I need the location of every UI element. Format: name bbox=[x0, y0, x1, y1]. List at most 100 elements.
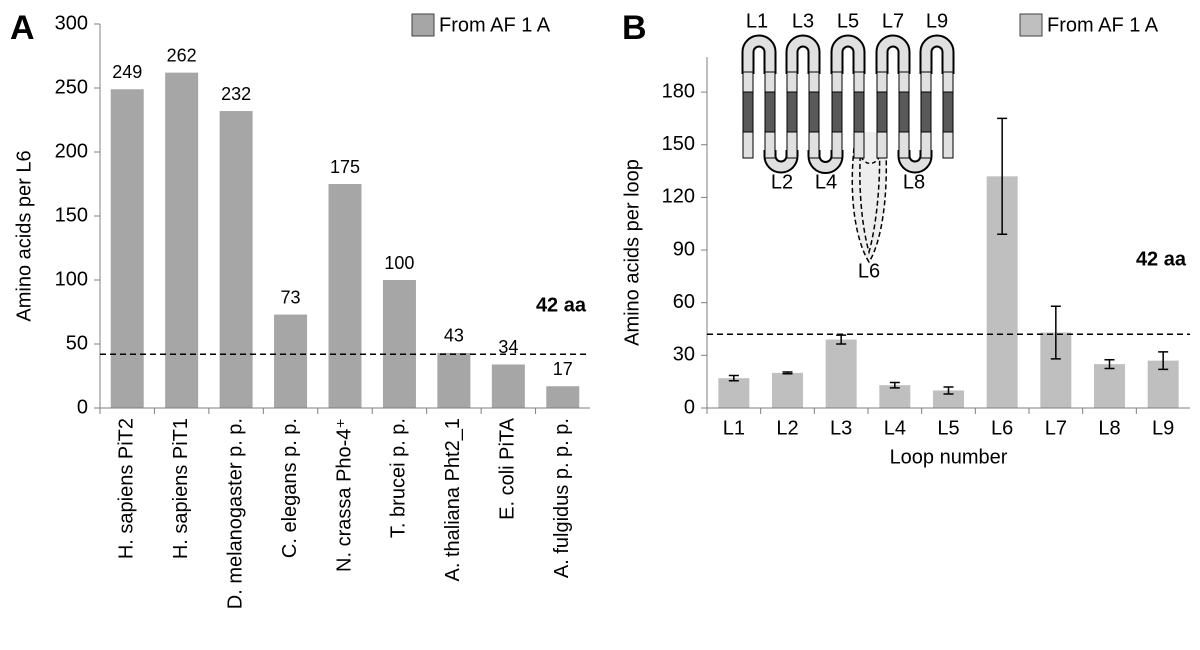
loop-label: L4 bbox=[815, 171, 837, 193]
data-label: 232 bbox=[221, 84, 251, 104]
x-tick-label: L5 bbox=[937, 417, 959, 439]
helix-bottom bbox=[764, 131, 776, 159]
helix-top bbox=[920, 71, 932, 93]
bar bbox=[772, 372, 803, 408]
x-tick-label: N. crassa Pho-4⁺ bbox=[333, 418, 355, 572]
helix-core bbox=[831, 91, 843, 133]
reference-label: 42 aa bbox=[536, 295, 587, 317]
data-label: 34 bbox=[498, 337, 518, 357]
helix-core bbox=[808, 91, 820, 133]
helix-core bbox=[764, 91, 776, 133]
helix-bottom bbox=[742, 131, 754, 159]
loop-label: L3 bbox=[792, 10, 814, 32]
bar bbox=[328, 184, 362, 408]
x-tick-label: E. coli PiTA bbox=[497, 417, 519, 520]
x-tick-label: A. thaliana Pht2_1 bbox=[442, 418, 464, 581]
helix-top bbox=[742, 71, 754, 93]
y-tick-label: 250 bbox=[55, 76, 88, 98]
helix-core bbox=[920, 91, 932, 133]
data-label: 175 bbox=[330, 157, 360, 177]
error-bar bbox=[1050, 305, 1061, 360]
helix-bottom bbox=[853, 131, 865, 159]
x-tick-label: D. melanogaster p. p. bbox=[224, 418, 246, 609]
bar bbox=[165, 72, 199, 408]
legend-swatch bbox=[1019, 13, 1043, 37]
bar bbox=[437, 352, 471, 408]
bar bbox=[1094, 364, 1125, 408]
x-tick-label: C. elegans p. p. bbox=[279, 418, 301, 558]
loop-label: L5 bbox=[837, 10, 859, 32]
y-tick-label: 50 bbox=[66, 332, 88, 354]
error-bar bbox=[1104, 358, 1115, 370]
y-tick-label: 180 bbox=[662, 80, 695, 102]
x-tick-label: L2 bbox=[776, 417, 798, 439]
y-tick-label: 120 bbox=[662, 186, 695, 208]
x-tick-label: L9 bbox=[1152, 417, 1174, 439]
y-tick-label: 90 bbox=[673, 238, 695, 260]
helix-bottom bbox=[831, 131, 843, 159]
error-bar bbox=[943, 386, 954, 395]
helix-core bbox=[853, 91, 865, 133]
y-tick-label: 150 bbox=[55, 204, 88, 226]
bar bbox=[933, 390, 964, 408]
x-tick-label: L1 bbox=[723, 417, 745, 439]
bar bbox=[274, 314, 308, 408]
data-label: 17 bbox=[553, 359, 573, 379]
helix-top bbox=[808, 71, 820, 93]
data-label: 43 bbox=[444, 326, 464, 346]
error-bar bbox=[782, 371, 793, 375]
helix-core bbox=[742, 91, 754, 133]
bar bbox=[879, 385, 911, 408]
helix-core bbox=[876, 91, 888, 133]
error-bar bbox=[728, 374, 739, 382]
helix-top bbox=[764, 71, 776, 93]
x-tick-label: L7 bbox=[1045, 417, 1067, 439]
bar bbox=[382, 280, 416, 408]
y-tick-label: 200 bbox=[55, 140, 88, 162]
loop bbox=[743, 36, 775, 74]
y-tick-label: 0 bbox=[77, 396, 88, 418]
y-axis-title: Amino acids per loop bbox=[621, 159, 643, 346]
helix-bottom bbox=[942, 131, 954, 159]
x-axis-title: Loop number bbox=[890, 446, 1008, 468]
helix-bottom bbox=[786, 131, 798, 159]
helix-core bbox=[786, 91, 798, 133]
helix-bottom bbox=[898, 131, 910, 159]
data-label: 262 bbox=[167, 45, 197, 65]
loop-label: L1 bbox=[746, 10, 768, 32]
loop bbox=[832, 36, 864, 74]
reference-label: 42 aa bbox=[1136, 249, 1187, 271]
error-bar bbox=[889, 381, 900, 389]
x-tick-label: H. sapiens PiT2 bbox=[116, 418, 138, 559]
y-tick-label: 150 bbox=[662, 133, 695, 155]
bar bbox=[825, 339, 857, 408]
legend-label: From AF 1 A bbox=[439, 14, 551, 36]
helix-top bbox=[898, 71, 910, 93]
helix-core bbox=[898, 91, 910, 133]
y-tick-label: 0 bbox=[684, 396, 695, 418]
helix-top bbox=[831, 71, 843, 93]
helix-core bbox=[942, 91, 954, 133]
x-tick-label: T. brucei p. p. bbox=[388, 418, 410, 538]
bar bbox=[718, 378, 750, 408]
y-tick-label: 30 bbox=[673, 344, 695, 366]
helix-top bbox=[942, 71, 954, 93]
loop bbox=[877, 36, 909, 74]
loop bbox=[787, 36, 819, 74]
loop bbox=[921, 36, 953, 74]
error-bar bbox=[997, 117, 1008, 236]
loop-label: L8 bbox=[903, 171, 925, 193]
legend-swatch bbox=[411, 13, 435, 37]
loop-label: L2 bbox=[771, 171, 793, 193]
bar bbox=[110, 89, 144, 408]
y-tick-label: 60 bbox=[673, 291, 695, 313]
helix-bottom bbox=[808, 131, 820, 159]
error-bar bbox=[1158, 351, 1169, 371]
helix-bottom bbox=[876, 131, 888, 159]
x-tick-label: L3 bbox=[830, 417, 852, 439]
x-tick-label: H. sapiens PiT1 bbox=[170, 418, 192, 559]
data-label: 249 bbox=[112, 62, 142, 82]
loop-dashed bbox=[859, 131, 881, 255]
data-label: 100 bbox=[384, 253, 414, 273]
